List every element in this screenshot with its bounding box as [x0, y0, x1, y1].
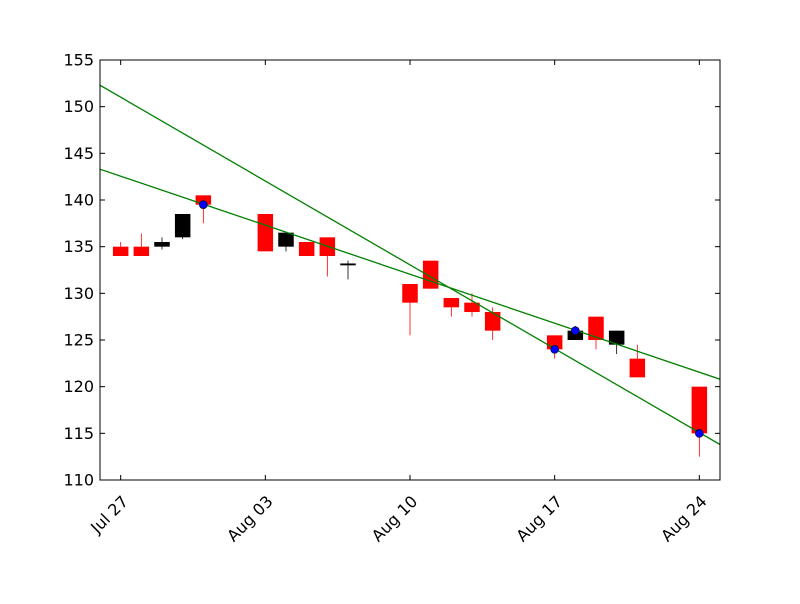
y-tick-label: 140	[63, 191, 94, 210]
candle-body	[298, 242, 315, 256]
candle-body	[691, 386, 708, 434]
x-tick-label: Aug 10	[368, 492, 422, 546]
plot-frame	[99, 59, 721, 481]
candle-body	[257, 214, 274, 252]
candle-body	[567, 330, 584, 340]
y-tick-label: 130	[63, 284, 94, 303]
candle-body	[422, 260, 439, 289]
y-tick-label: 125	[63, 331, 94, 350]
data-marker	[695, 429, 704, 438]
data-marker	[199, 200, 208, 209]
candle-body	[278, 232, 294, 247]
candle-body	[464, 302, 480, 312]
y-tick-label: 135	[63, 237, 94, 256]
y-tick-label: 145	[63, 144, 94, 163]
candle-body	[443, 298, 460, 308]
candle-body	[154, 242, 170, 247]
data-marker	[550, 345, 559, 354]
trend-line	[100, 84, 720, 446]
x-tick-label: Jul 27	[86, 492, 132, 538]
y-tick-label: 115	[63, 424, 94, 443]
candle-body	[629, 358, 646, 378]
y-tick-label: 150	[63, 97, 94, 116]
x-tick-label: Aug 03	[223, 492, 277, 546]
candle-body	[608, 330, 625, 345]
y-tick-label: 155	[63, 51, 94, 70]
data-marker	[571, 326, 580, 335]
x-tick-label: Aug 24	[657, 492, 711, 546]
y-tick-label: 120	[63, 377, 94, 396]
candle-body	[174, 214, 191, 238]
candle-body	[112, 246, 129, 256]
trend-line	[100, 168, 720, 380]
candle-body	[195, 195, 212, 205]
y-tick-label: 110	[63, 471, 94, 490]
x-tick-label: Aug 17	[512, 492, 566, 546]
candle-body	[133, 246, 150, 256]
candle-body	[588, 316, 604, 340]
candle-body	[484, 312, 501, 331]
candle-body	[340, 263, 356, 266]
candle-body	[402, 284, 418, 303]
